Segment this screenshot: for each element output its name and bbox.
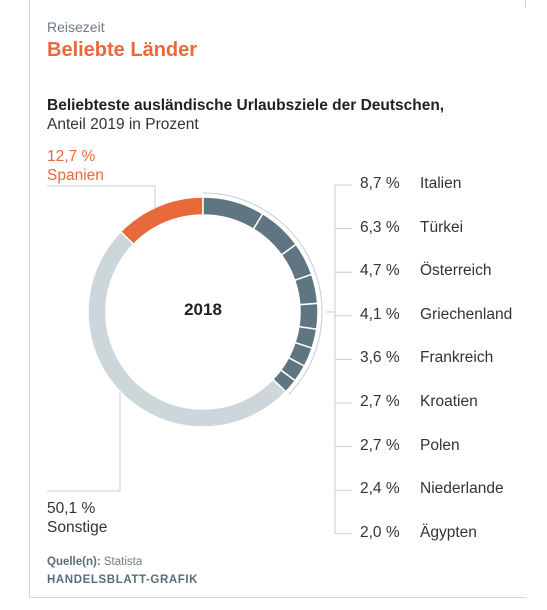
other-slice-value: 50,1 % [47, 500, 96, 517]
legend-item-oesterreich: 4,7 % Österreich [360, 262, 540, 284]
legend-item-italien: 8,7 % Italien [360, 175, 540, 197]
legend-item-polen: 2,7 % Polen [360, 437, 540, 459]
chart-subtitle: Anteil 2019 in Prozent [47, 116, 199, 133]
slice-italien [202, 196, 264, 231]
legend-label: Griechenland [420, 305, 513, 323]
headline: Beliebte Länder [47, 39, 198, 61]
frame-line-left [29, 0, 30, 598]
bracket-arc [202, 192, 323, 395]
legend-value: 8,7 % [360, 175, 400, 192]
legend-label: Ägypten [420, 523, 477, 541]
center-label: 2018 [184, 300, 222, 319]
slice-frankreich [298, 302, 319, 331]
legend-value: 4,1 % [360, 305, 400, 323]
legend-label: Italien [420, 175, 462, 192]
legend-value: 2,4 % [360, 480, 400, 498]
legend-value: 3,6 % [360, 349, 400, 367]
highlight-slice-label: Spanien [47, 167, 104, 184]
source-label: Quelle(n): [47, 556, 101, 568]
legend-value: 6,3 % [360, 218, 400, 236]
legend-item-frankreich: 3,6 % Frankreich [360, 349, 540, 371]
legend-label: Frankreich [420, 349, 494, 367]
legend-value: 2,7 % [360, 393, 400, 410]
legend-label: Österreich [420, 262, 492, 280]
kicker: Reisezeit [47, 19, 105, 35]
highlight-slice-value: 12,7 % [47, 148, 96, 165]
legend-item-niederlande: 2,4 % Niederlande [360, 480, 540, 502]
legend-item-kroatien: 2,7 % Kroatien [360, 393, 540, 415]
legend-label: Niederlande [420, 480, 504, 498]
slice-spanien [119, 196, 204, 246]
legend-value: 2,0 % [360, 523, 400, 541]
legend-label: Kroatien [420, 393, 478, 410]
slice-griechenland [293, 273, 319, 306]
source-value: Statista [103, 556, 143, 568]
legend-label: Türkei [420, 218, 464, 236]
legend-value: 2,7 % [360, 436, 400, 454]
chart-title: Beliebteste ausländische Urlaubsziele de… [47, 97, 445, 114]
source-line: Quelle(n): Statista [47, 556, 142, 568]
brand-credit: HANDELSBLATT-GRAFIK [47, 574, 199, 586]
other-slice-label: Sonstige [47, 519, 108, 536]
legend-item-griechenland: 4,1 % Griechenland [360, 306, 540, 328]
legend-item-aegypten: 2,0 % Ägypten [360, 524, 540, 546]
legend-item-tuerkei: 6,3 % Türkei [360, 219, 540, 241]
frame-line-bottom [29, 597, 526, 598]
frame-line-right [525, 0, 526, 8]
leader-line-spanien [47, 185, 156, 208]
legend-label: Polen [420, 436, 460, 454]
slice-sonstige [87, 230, 287, 428]
legend-value: 4,7 % [360, 262, 400, 280]
leader-line-sonstige [47, 392, 121, 492]
